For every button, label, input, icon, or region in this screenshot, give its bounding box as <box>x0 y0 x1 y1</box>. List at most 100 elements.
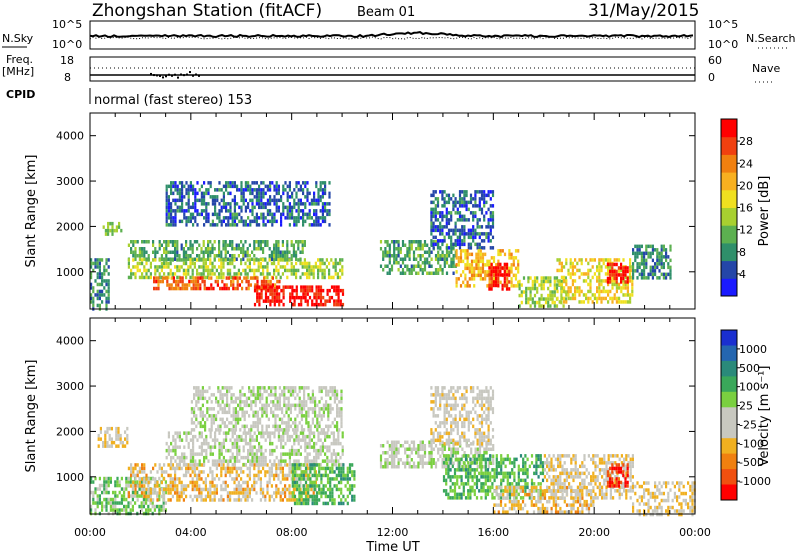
power-cell <box>222 205 225 210</box>
power-cell <box>312 275 315 280</box>
power-cell <box>267 295 270 300</box>
velocity-cell <box>210 421 213 425</box>
nave-label: Nave <box>752 62 780 75</box>
velocity-cell <box>211 498 214 502</box>
power-cell <box>463 218 466 222</box>
power-cell <box>280 216 283 220</box>
velocity-cell <box>198 470 201 474</box>
power-cell <box>560 279 563 284</box>
velocity-cell <box>204 480 207 485</box>
power-cell <box>434 257 438 261</box>
velocity-cell <box>298 484 301 488</box>
velocity-cell <box>169 498 172 502</box>
power-cell <box>266 275 269 280</box>
power-cell <box>157 276 160 280</box>
power-cell <box>203 286 206 291</box>
velocity-cell <box>246 491 249 495</box>
velocity-cell <box>154 477 157 481</box>
velocity-cell <box>275 494 278 499</box>
power-cell <box>654 265 657 270</box>
velocity-cell <box>282 431 285 435</box>
velocity-cell <box>204 421 207 425</box>
power-cell <box>404 264 407 268</box>
velocity-cell <box>125 508 128 512</box>
power-cell <box>656 248 659 252</box>
power-cell <box>200 212 203 217</box>
power-cell <box>271 212 274 217</box>
velocity-cell <box>313 445 316 449</box>
velocity-cell <box>320 494 323 499</box>
power-cell <box>341 288 345 293</box>
power-cell <box>244 240 247 244</box>
power-cell <box>626 300 629 304</box>
velocity-cell <box>94 508 97 512</box>
power-cell <box>185 268 188 273</box>
velocity-cell <box>283 393 286 397</box>
power-cell <box>622 269 625 274</box>
power-cell <box>211 247 214 251</box>
power-cell <box>587 261 590 266</box>
power-cell <box>475 256 478 260</box>
power-cell <box>624 280 627 284</box>
power-cell <box>160 268 163 273</box>
velocity-cell <box>382 444 385 448</box>
velocity-cell <box>351 470 354 474</box>
velocity-cell <box>278 393 281 397</box>
power-cell <box>339 268 342 273</box>
power-cell <box>470 273 474 278</box>
velocity-cell <box>252 386 255 390</box>
power-cell <box>388 261 391 265</box>
power-cell <box>455 284 458 288</box>
power-cell <box>457 256 460 260</box>
velocity-cell <box>254 410 257 415</box>
velocity-cell <box>233 498 236 502</box>
velocity-cell <box>215 400 218 404</box>
velocity-cell <box>340 487 343 492</box>
velocity-cell <box>393 447 396 451</box>
power-cell <box>299 202 302 206</box>
power-cell <box>310 216 313 220</box>
power-cell <box>324 205 327 210</box>
nave-bottom: 0 <box>708 71 715 84</box>
power-cell <box>165 223 168 227</box>
power-cell <box>417 240 420 244</box>
velocity-cell <box>105 497 108 502</box>
power-cell <box>107 265 110 269</box>
power-cell <box>565 293 568 297</box>
power-cell <box>185 202 188 206</box>
velocity-cell <box>196 498 199 502</box>
power-cell <box>201 276 204 280</box>
power-cell <box>163 250 166 254</box>
power-cell <box>256 283 259 287</box>
power-cell <box>244 198 247 203</box>
velocity-cell <box>160 508 163 512</box>
velocity-cell <box>191 466 194 471</box>
velocity-cell <box>105 490 108 495</box>
power-cell <box>404 243 407 247</box>
power-cell <box>204 261 207 266</box>
velocity-cell <box>185 466 188 471</box>
power-cell <box>313 212 316 217</box>
power-cell <box>417 243 420 247</box>
power-cell <box>490 280 493 285</box>
power-cell <box>90 296 93 301</box>
velocity-cell <box>342 501 345 506</box>
power-cell <box>297 268 300 273</box>
velocity-cell <box>329 484 332 488</box>
velocity-cell <box>318 487 321 492</box>
power-cell <box>258 195 261 199</box>
velocity-cell <box>390 440 394 444</box>
velocity-cell <box>190 410 193 415</box>
power-cell <box>171 272 174 276</box>
power-cell <box>542 279 545 284</box>
power-cell <box>200 247 203 251</box>
power-cell <box>291 288 294 293</box>
power-cell <box>231 223 234 227</box>
power-cell <box>461 197 464 201</box>
velocity-cell <box>293 431 296 435</box>
power-cell <box>203 181 206 185</box>
power-cell <box>465 207 468 212</box>
power-cell <box>222 258 225 262</box>
velocity-cell <box>234 428 237 432</box>
velocity-cell <box>140 480 143 484</box>
